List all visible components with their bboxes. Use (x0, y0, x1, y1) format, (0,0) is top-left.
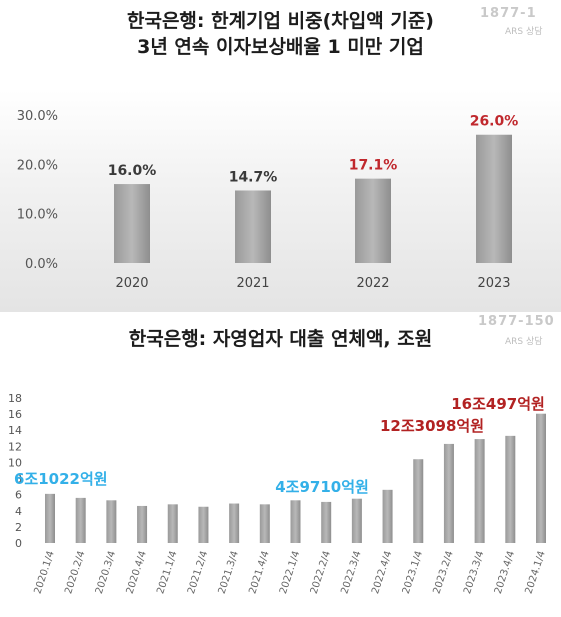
data-label: 14.7% (229, 169, 278, 185)
y-tick-label: 4 (15, 505, 22, 518)
x-tick-label: 2022.4/4 (370, 550, 394, 596)
bar (235, 190, 271, 263)
y-tick-label: 30.0% (17, 109, 58, 124)
bar (505, 435, 516, 543)
y-tick-label: 0.0% (25, 257, 58, 272)
x-tick-label: 2023.2/4 (432, 550, 456, 596)
y-tick-label: 0 (15, 537, 22, 550)
bar (474, 439, 485, 543)
chart-background (0, 90, 561, 312)
bar (167, 504, 178, 543)
chart1-title: 한국은행: 한계기업 비중(차입액 기준) (126, 10, 434, 32)
bar (355, 178, 391, 263)
x-tick-label: 2023.3/4 (462, 550, 486, 596)
bar (114, 184, 150, 263)
chart2-title: 한국은행: 자영업자 대출 연체액, 조원 (128, 328, 433, 350)
x-tick-label: 2022.2/4 (309, 550, 333, 596)
watermark-phone-2: 1877-150 (478, 314, 555, 329)
bar (45, 493, 55, 543)
bar (351, 498, 362, 543)
x-tick-label: 2021.4/4 (247, 550, 271, 596)
data-label: 17.1% (349, 158, 398, 174)
y-tick-label: 20.0% (17, 158, 58, 173)
bar (413, 459, 424, 543)
annotation-label: 12조3098억원 (380, 417, 484, 435)
annotation-label: 4조9710억원 (275, 478, 369, 496)
x-tick-label: 2024.1/4 (524, 550, 548, 596)
bar (536, 413, 546, 543)
x-tick-label: 2022 (356, 276, 389, 291)
data-label: 26.0% (470, 114, 519, 130)
x-tick-label: 2021.1/4 (155, 550, 179, 596)
x-tick-label: 2021.2/4 (186, 550, 210, 596)
bar (106, 500, 117, 543)
bar (382, 489, 393, 543)
bar (476, 134, 512, 263)
x-tick-label: 2020.2/4 (63, 550, 87, 596)
x-tick-label: 2020.4/4 (125, 550, 149, 596)
x-tick-label: 2023.1/4 (401, 550, 425, 596)
bar (290, 500, 301, 543)
y-tick-label: 8 (15, 473, 22, 486)
x-tick-label: 2020 (115, 276, 148, 291)
y-tick-label: 6 (15, 489, 22, 502)
x-tick-label: 2023.4/4 (493, 550, 517, 596)
y-tick-label: 2 (15, 521, 22, 534)
bar (229, 503, 240, 543)
watermark-ars: ARS 상담 (505, 27, 543, 37)
chart2-plot: 0 2 4 6 8 10 12 14 16 18 2020.1/4 2020.2/4 2020.3/4 2… (8, 392, 548, 596)
bar (321, 501, 332, 543)
annotation-label: 6조1022억원 (14, 470, 108, 488)
bar (198, 506, 209, 543)
bar (443, 443, 454, 543)
chart1-subtitle: 3년 연속 이자보상배율 1 미만 기업 (137, 36, 424, 58)
watermark-phone: 1877-1 (480, 6, 537, 21)
y-tick-label: 10 (8, 456, 22, 469)
y-tick-label: 14 (8, 424, 22, 437)
x-tick-label: 2023 (477, 276, 510, 291)
y-tick-label: 12 (8, 440, 22, 453)
bar (259, 504, 270, 543)
chart-panel-marginal-firms: 한국은행: 한계기업 비중(차입액 기준) 3년 연속 이자보상배율 1 미만 … (0, 6, 561, 312)
x-tick-label: 2020.1/4 (33, 550, 57, 596)
chart1-plot: 0.0% 10.0% 20.0% 30.0% 16.0% 2020 14.7% 2021 17.… (17, 109, 519, 291)
x-tick-label: 2021 (236, 276, 269, 291)
y-tick-label: 18 (8, 392, 22, 405)
y-tick-label: 16 (8, 408, 22, 421)
x-tick-label: 2020.3/4 (94, 550, 118, 596)
watermark-ars-2: ARS 상담 (505, 337, 543, 347)
bar (137, 505, 148, 543)
data-label: 16.0% (108, 163, 157, 179)
y-tick-label: 10.0% (17, 208, 58, 223)
x-tick-label: 2022.1/4 (278, 550, 302, 596)
annotation-label: 16조497억원 (451, 395, 545, 413)
x-tick-label: 2021.3/4 (217, 550, 241, 596)
x-tick-label: 2022.3/4 (339, 550, 363, 596)
bar (75, 497, 86, 543)
